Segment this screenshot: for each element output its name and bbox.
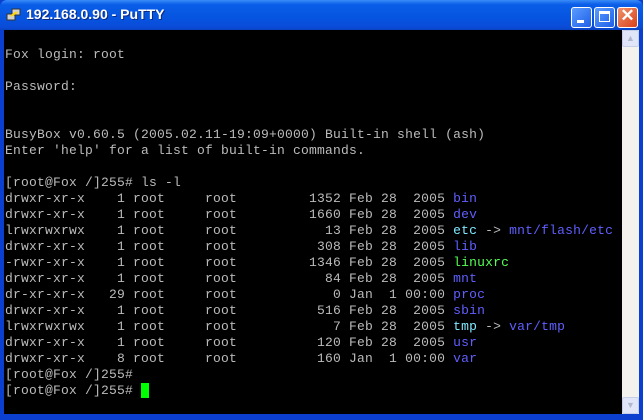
terminal-line: BusyBox v0.60.5 (2005.02.11-19:09+0000) … bbox=[5, 127, 486, 142]
file-name: mnt bbox=[453, 271, 478, 286]
file-meta: dr-xr-xr-x 29 root root 0 Jan 1 00:00 bbox=[5, 287, 454, 302]
maximize-icon bbox=[599, 11, 610, 22]
listing-row: drwxr-xr-x 1 root root 516 Feb 28 2005 s… bbox=[5, 303, 485, 319]
listing-row: lrwxrwxrwx 1 root root 13 Feb 28 2005 et… bbox=[5, 223, 613, 239]
listing-row: drwxr-xr-x 8 root root 160 Jan 1 00:00 v… bbox=[5, 351, 477, 367]
listing-row: -rwxr-xr-x 1 root root 1346 Feb 28 2005 … bbox=[5, 255, 509, 271]
link-arrow: -> bbox=[477, 319, 510, 334]
file-meta: drwxr-xr-x 1 root root 1352 Feb 28 2005 bbox=[5, 191, 454, 206]
prompt-text: [root@Fox /]255# bbox=[5, 367, 134, 382]
file-meta: lrwxrwxrwx 1 root root 13 Feb 28 2005 bbox=[5, 223, 454, 238]
file-meta: drwxr-xr-x 1 root root 308 Feb 28 2005 bbox=[5, 239, 454, 254]
scroll-down-icon[interactable]: ▼ bbox=[622, 397, 639, 414]
file-name: proc bbox=[453, 287, 486, 302]
file-name: sbin bbox=[453, 303, 486, 318]
file-meta: drwxr-xr-x 1 root root 1660 Feb 28 2005 bbox=[5, 207, 454, 222]
listing-row: lrwxrwxrwx 1 root root 7 Feb 28 2005 tmp… bbox=[5, 319, 565, 335]
file-meta: drwxr-xr-x 1 root root 120 Feb 28 2005 bbox=[5, 335, 454, 350]
link-arrow: -> bbox=[477, 223, 510, 238]
listing-row: drwxr-xr-x 1 root root 1660 Feb 28 2005 … bbox=[5, 207, 477, 223]
terminal-line: [root@Fox /]255# ls -l bbox=[5, 175, 182, 190]
file-meta: drwxr-xr-x 8 root root 160 Jan 1 00:00 bbox=[5, 351, 454, 366]
listing-row: drwxr-xr-x 1 root root 308 Feb 28 2005 l… bbox=[5, 239, 477, 255]
file-name: linuxrc bbox=[453, 255, 510, 270]
file-name: dev bbox=[453, 207, 478, 222]
text-cursor bbox=[141, 383, 150, 398]
terminal-output[interactable]: Fox login: root Password: BusyBox v0.60.5 … bbox=[4, 30, 622, 414]
shell-prompt: [root@Fox /]255# bbox=[5, 367, 133, 383]
maximize-button[interactable] bbox=[594, 7, 615, 28]
file-meta: -rwxr-xr-x 1 root root 1346 Feb 28 2005 bbox=[5, 255, 454, 270]
file-name: etc bbox=[453, 223, 478, 238]
window-title: 192.168.0.90 - PuTTY bbox=[26, 6, 165, 22]
file-name: var bbox=[453, 351, 478, 366]
link-target: mnt/flash/etc bbox=[509, 223, 614, 238]
listing-row: drwxr-xr-x 1 root root 84 Feb 28 2005 mn… bbox=[5, 271, 477, 287]
minimize-icon bbox=[577, 20, 584, 23]
terminal-line: Password: bbox=[5, 79, 78, 94]
close-button[interactable]: ✕ bbox=[617, 6, 638, 28]
terminal-line: Fox login: root bbox=[5, 47, 126, 62]
shell-prompt: [root@Fox /]255# bbox=[5, 383, 150, 399]
file-meta: lrwxrwxrwx 1 root root 7 Feb 28 2005 bbox=[5, 319, 454, 334]
file-meta: drwxr-xr-x 1 root root 516 Feb 28 2005 bbox=[5, 303, 454, 318]
putty-icon bbox=[6, 8, 21, 21]
file-name: tmp bbox=[453, 319, 478, 334]
listing-row: dr-xr-xr-x 29 root root 0 Jan 1 00:00 pr… bbox=[5, 287, 485, 303]
file-name: lib bbox=[453, 239, 478, 254]
minimize-button[interactable] bbox=[571, 7, 592, 28]
scroll-up-icon[interactable]: ▲ bbox=[622, 30, 639, 47]
terminal-line: Enter 'help' for a list of built-in comm… bbox=[5, 143, 366, 158]
file-meta: drwxr-xr-x 1 root root 84 Feb 28 2005 bbox=[5, 271, 454, 286]
link-target: var/tmp bbox=[509, 319, 566, 334]
listing-row: drwxr-xr-x 1 root root 120 Feb 28 2005 u… bbox=[5, 335, 477, 351]
listing-row: drwxr-xr-x 1 root root 1352 Feb 28 2005 … bbox=[5, 191, 477, 207]
vertical-scrollbar[interactable]: ▲ ▼ bbox=[622, 30, 639, 414]
title-bar[interactable]: 192.168.0.90 - PuTTY ✕ bbox=[0, 0, 643, 30]
prompt-text: [root@Fox /]255# bbox=[5, 383, 142, 398]
file-name: usr bbox=[453, 335, 478, 350]
close-icon: ✕ bbox=[620, 6, 635, 25]
file-name: bin bbox=[453, 191, 478, 206]
